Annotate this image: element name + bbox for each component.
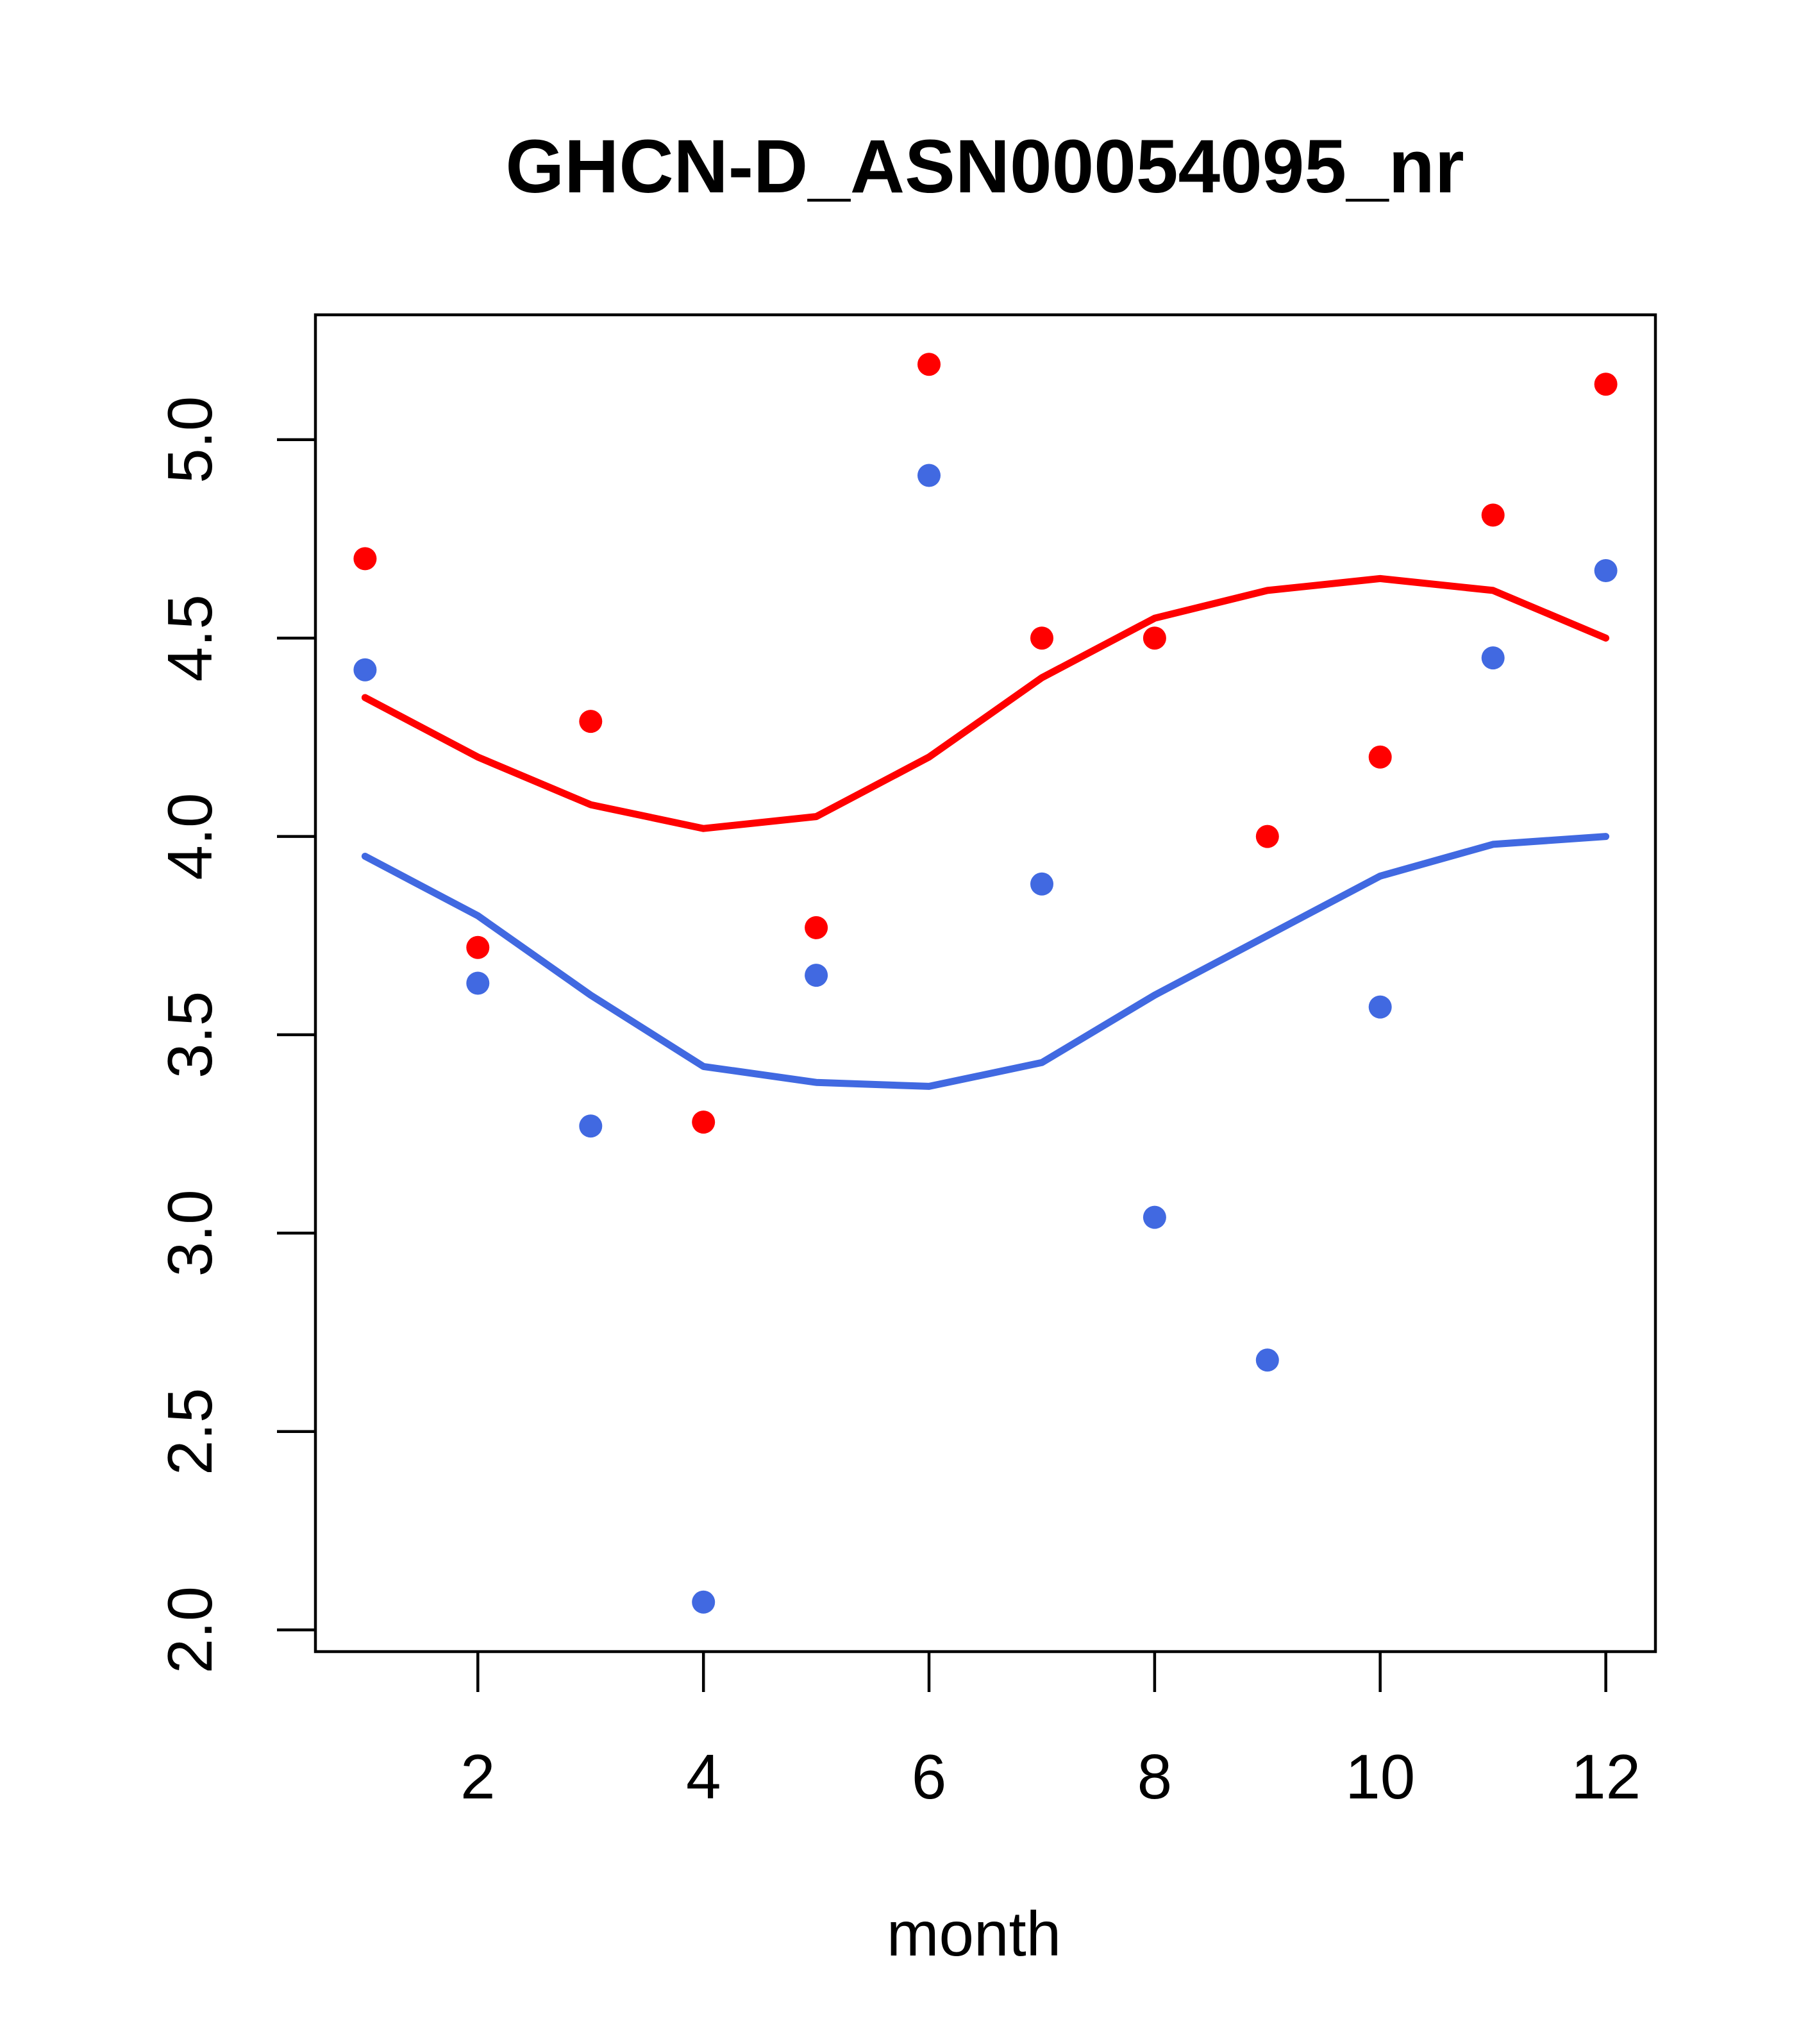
- svg-text:4.0: 4.0: [155, 792, 225, 880]
- svg-text:2: 2: [460, 1741, 496, 1812]
- svg-text:2.5: 2.5: [155, 1388, 225, 1475]
- svg-text:6: 6: [912, 1741, 947, 1812]
- svg-text:4.5: 4.5: [155, 594, 225, 682]
- svg-text:3.5: 3.5: [155, 991, 225, 1078]
- svg-text:3.0: 3.0: [155, 1189, 225, 1277]
- svg-text:5.0: 5.0: [155, 396, 225, 483]
- svg-text:4: 4: [686, 1741, 721, 1812]
- svg-text:month: month: [887, 1898, 1061, 1969]
- svg-text:8: 8: [1137, 1741, 1173, 1812]
- svg-text:2.0: 2.0: [155, 1586, 225, 1673]
- svg-text:GHCN-D_ASN00054095_nr: GHCN-D_ASN00054095_nr: [505, 124, 1464, 209]
- svg-text:12: 12: [1571, 1741, 1641, 1812]
- svg-text:10: 10: [1345, 1741, 1415, 1812]
